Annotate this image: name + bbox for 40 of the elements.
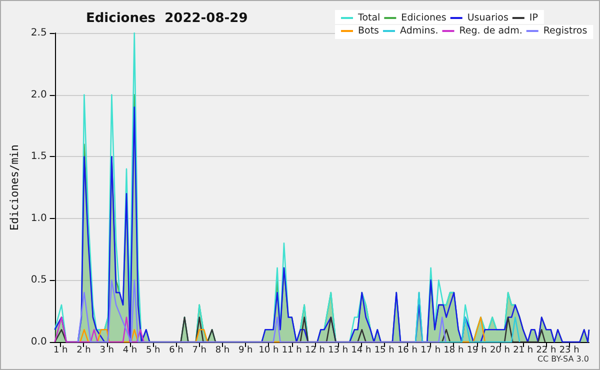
legend-label: Registros (543, 26, 588, 36)
x-tick-label: 1 h (53, 346, 68, 356)
y-tick-label: 1.5 (30, 151, 47, 162)
x-tick-label: 19 h (466, 346, 487, 356)
legend-label: Reg. de adm. (459, 26, 522, 36)
legend-label: IP (529, 12, 538, 24)
legend-label: Usuarios (467, 12, 508, 24)
x-tick-label: 22 h (536, 346, 556, 356)
text: CC BY-SA 3.0 (537, 354, 590, 364)
legend-label: Admins. (400, 26, 438, 36)
x-tick-label: 8 h (215, 346, 230, 356)
x-tick-label: 9 h (238, 346, 253, 356)
x-tick-label: 16 h (397, 346, 418, 356)
x-tick-label: 12 h (304, 346, 325, 356)
y-axis-title: Ediciones/min (8, 144, 21, 231)
y-tick-label: 0.0 (30, 336, 47, 348)
y-tick-label: 0.5 (30, 274, 47, 286)
x-tick-label: 10 h (258, 346, 279, 356)
y-tick-label: 2.5 (30, 28, 47, 38)
x-tick-label: 18 h (444, 346, 464, 356)
x-tick-label: 7 h (192, 346, 206, 356)
x-tick-label: 15 h (374, 346, 394, 356)
x-tick-label: 6 h (169, 346, 184, 356)
x-tick-label: 23 h (559, 346, 580, 356)
x-tick-label: 4 h (122, 346, 138, 356)
x-tick-label: 21 h (513, 346, 534, 356)
x-tick-label: 11 h (282, 346, 302, 356)
x-tick-label: 5 h (146, 346, 160, 356)
x-tick-label: 3 h (100, 346, 114, 356)
chart-title: Ediciones 2022-08-29 (86, 11, 248, 26)
y-tick-label: 1.0 (30, 212, 47, 224)
legend-label: Bots (358, 26, 380, 36)
x-tick-label: 20 h (490, 346, 510, 356)
y-tick-label: 2.0 (30, 89, 47, 100)
x-tick-label: 17 h (420, 346, 441, 356)
x-tick-label: 14 h (351, 346, 372, 356)
x-tick-label: 2 h (76, 346, 91, 356)
legend-label: Ediciones (401, 12, 446, 24)
legend-label: Total (357, 12, 380, 24)
x-tick-label: 13 h (328, 346, 348, 356)
